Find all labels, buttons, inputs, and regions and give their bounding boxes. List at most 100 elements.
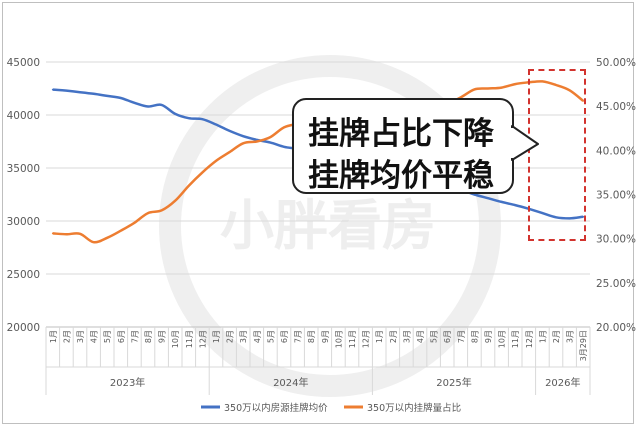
x-tick-label: 2月 [389, 330, 398, 343]
x-tick-label: 1月 [212, 330, 221, 343]
data-point [283, 145, 285, 148]
data-point [160, 209, 163, 212]
data-point [92, 241, 95, 244]
x-tick-label: 10月 [334, 330, 343, 348]
x-tick-label: 7月 [130, 330, 139, 343]
x-tick-label: 2月 [62, 330, 71, 343]
y-right-tick-label: 30.00% [596, 234, 636, 246]
data-point [487, 87, 489, 90]
data-point [119, 97, 122, 99]
x-tick-label: 11月 [185, 330, 194, 348]
data-point [568, 217, 571, 220]
data-point [79, 91, 81, 94]
data-point [228, 130, 231, 132]
data-point [568, 89, 571, 92]
data-point [555, 216, 557, 219]
data-point [514, 204, 517, 207]
data-point [473, 193, 476, 196]
data-point [51, 232, 54, 235]
x-tick-label: 3月29日 [579, 330, 588, 361]
x-tick-label: 5月 [103, 330, 112, 343]
data-point [92, 92, 95, 95]
x-tick-label: 4月 [416, 330, 425, 343]
x-axis: 1月 2月 3月 4月 5月 6月 7月 8月 9月 10月 11月 12月 1月 2月 3月 4月 5月 6月 7… [45, 326, 591, 395]
x-tick-label: 9月 [484, 330, 493, 343]
data-point [133, 101, 136, 104]
data-point [555, 84, 557, 86]
year-label: 2025年 [436, 376, 471, 389]
data-point [65, 233, 68, 236]
data-point [187, 117, 190, 120]
x-tick-label: 11月 [511, 330, 520, 348]
data-point [160, 104, 163, 106]
x-tick-label: 5月 [430, 330, 439, 343]
y-left-tick-label: 45000 [7, 57, 40, 69]
data-point [228, 151, 231, 154]
x-tick-label: 1月 [375, 330, 384, 343]
year-label: 2026年 [545, 376, 580, 389]
data-point [51, 88, 54, 91]
y-right-tick-label: 20.00% [596, 322, 636, 334]
x-tick-label: 10月 [171, 330, 180, 348]
data-point [582, 215, 585, 218]
x-tick-label: 10月 [498, 330, 507, 348]
right-axis: 20.00% 25.00% 30.00% 35.00% 40.00% 45.00% 50.0… [596, 57, 636, 334]
x-tick-label: 9月 [321, 330, 330, 343]
legend: 350万以内房源挂牌均价 350万以内挂牌量占比 [201, 402, 461, 414]
y-right-tick-label: 40.00% [596, 145, 636, 157]
x-tick-label: 12月 [198, 330, 207, 348]
x-tick-label: 8月 [470, 330, 479, 343]
x-tick-label: 3月 [239, 330, 248, 343]
data-point [147, 105, 149, 108]
x-tick-label: 2月 [552, 330, 561, 343]
highlight-box [528, 69, 586, 241]
data-point [201, 118, 204, 121]
y-left-tick-label: 20000 [7, 322, 40, 334]
data-point [187, 184, 190, 187]
watermark-text: 小胖看房 [220, 194, 436, 257]
x-tick-label: 1月 [49, 330, 58, 343]
callout-box: 挂牌占比下降 挂牌均价平稳 [292, 98, 514, 194]
x-tick-label: 7月 [294, 330, 303, 343]
watermark: 小胖看房 [159, 55, 501, 397]
data-point [500, 86, 503, 89]
year-label: 2024年 [273, 376, 308, 389]
data-point [174, 199, 177, 202]
y-left-tick-label: 40000 [7, 110, 40, 122]
y-left-tick-label: 35000 [7, 163, 40, 175]
x-tick-label: 11月 [348, 330, 357, 348]
data-point [283, 126, 285, 129]
year-label: 2023年 [110, 376, 145, 389]
data-point [201, 171, 204, 174]
y-left-tick-label: 30000 [7, 216, 40, 228]
data-point [119, 229, 122, 232]
legend-label-price: 350万以内房源挂牌均价 [224, 402, 328, 414]
x-tick-label: 8月 [144, 330, 153, 343]
data-point [269, 136, 272, 139]
data-point [215, 160, 217, 162]
data-point [242, 135, 245, 138]
callout-line-2: 挂牌均价平稳 [308, 158, 494, 194]
data-point [174, 113, 177, 115]
legend-label-ratio: 350万以内挂牌量占比 [367, 402, 461, 414]
x-tick-label: 2月 [226, 330, 235, 343]
data-point [106, 236, 109, 239]
data-point [79, 232, 81, 235]
x-tick-label: 4月 [253, 330, 262, 343]
x-tick-label: 3月 [566, 330, 575, 343]
data-point [215, 123, 217, 126]
x-tick-label: 3月 [402, 330, 411, 343]
y-right-tick-label: 25.00% [596, 278, 636, 290]
data-point [500, 201, 503, 203]
data-point [541, 80, 544, 83]
x-tick-label: 4月 [90, 330, 99, 343]
data-point [255, 140, 258, 143]
data-point [514, 83, 517, 85]
y-right-tick-label: 35.00% [596, 190, 636, 202]
data-point [133, 221, 136, 224]
data-point [147, 212, 149, 215]
x-tick-label: 1月 [538, 330, 547, 343]
x-tick-label: 3月 [76, 330, 85, 343]
x-tick-label: 12月 [362, 330, 371, 348]
x-tick-label: 7月 [457, 330, 466, 343]
